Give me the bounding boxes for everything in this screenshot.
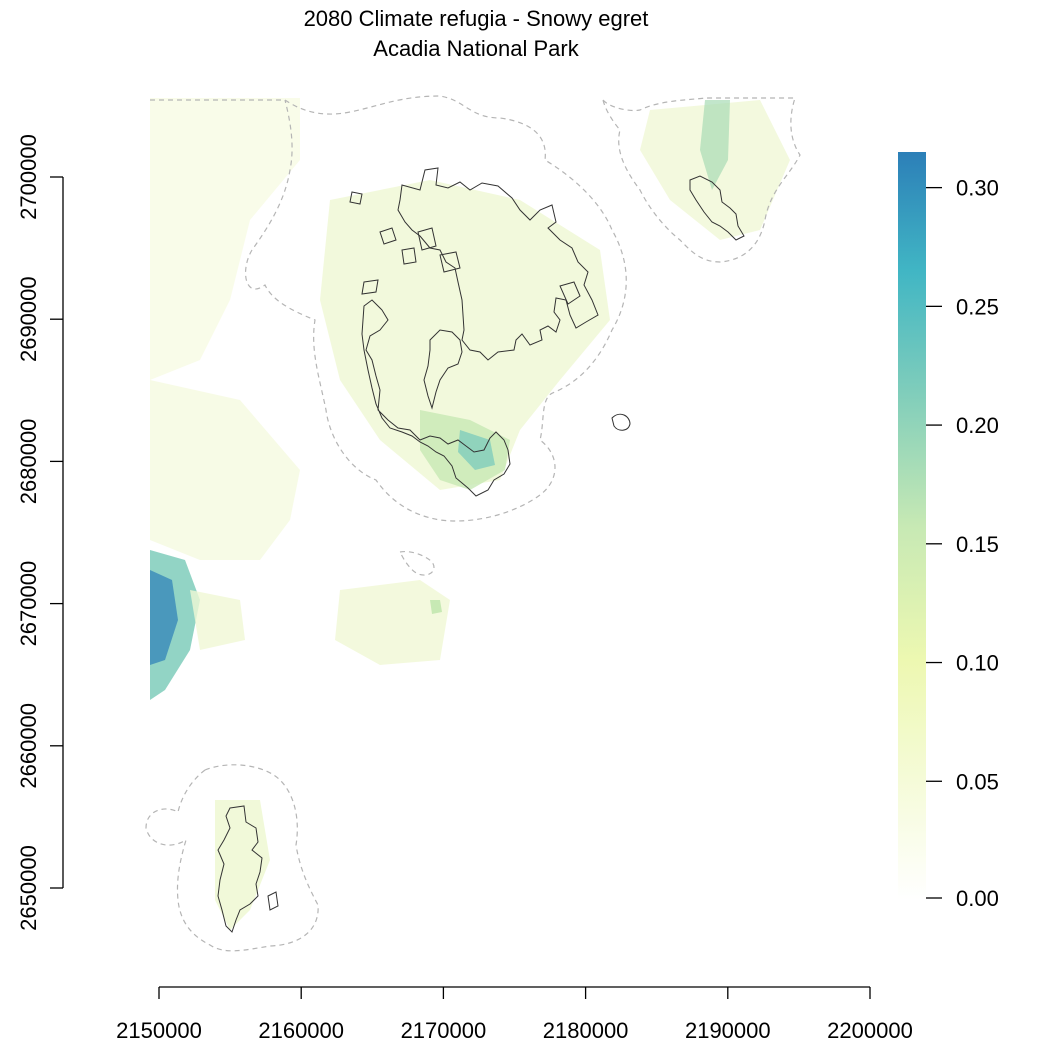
raster-patch-west-inland [190,590,245,650]
colorbar-tick-label: 0.15 [956,532,999,557]
park-parcel-7 [611,413,631,431]
y-tick-label: 2680000 [16,419,41,505]
colorbar-tick-label: 0.20 [956,413,999,438]
colorbar-tick-label: 0.00 [956,886,999,911]
legend-colorbar: 0.00 0.05 0.10 0.15 0.20 0.25 0.30 [898,152,999,911]
raster-patch-w [150,380,300,560]
park-parcel-1 [349,191,363,205]
y-axis: 2650000 2660000 2670000 2680000 2690000 27000… [16,134,64,931]
suitability-raster [150,98,790,930]
y-ticks: 2650000 2660000 2670000 2680000 2690000 27000… [16,134,63,931]
park-parcel-south [267,891,279,911]
buffer-main-island [150,95,627,522]
x-tick-label: 2150000 [116,1018,202,1043]
park-parcel-2 [379,227,397,245]
raster-patch-mid [335,580,450,665]
colorbar-ticks: 0.00 0.05 0.10 0.15 0.20 0.25 0.30 [926,176,999,911]
x-tick-label: 2160000 [258,1018,344,1043]
x-tick-label: 2180000 [543,1018,629,1043]
buffer-south-island [145,764,319,952]
raster-patch-nw [150,98,300,380]
x-tick-label: 2170000 [401,1018,487,1043]
park-boundary-main-west [361,299,511,497]
raster-patch-main-hot [458,430,495,470]
colorbar-tick-label: 0.30 [956,176,999,201]
buffer-boundaries [145,95,801,952]
y-tick-label: 2660000 [16,703,41,789]
title-line-1: 2080 Climate refugia - Snowy egret [304,6,649,31]
y-tick-label: 2690000 [16,276,41,362]
park-parcel-4 [439,251,461,273]
y-tick-label: 2650000 [16,845,41,931]
y-tick-label: 2670000 [16,561,41,647]
raster-patch-west-coast-hot [150,570,178,665]
park-parcel-3 [417,227,437,251]
x-tick-label: 2200000 [827,1018,913,1043]
park-boundary-main-inlet [423,329,463,410]
park-boundary-south [217,805,263,933]
x-axis: 2150000 2160000 2170000 2180000 2190000 22000… [116,986,913,1043]
park-boundary-ne [689,175,745,241]
park-parcel-6 [401,247,417,265]
colorbar-tick-label: 0.25 [956,294,999,319]
colorbar-gradient [898,152,926,900]
park-parcel-5 [361,279,379,295]
x-tick-label: 2190000 [685,1018,771,1043]
colorbar-tick-label: 0.10 [956,651,999,676]
x-ticks: 2150000 2160000 2170000 2180000 2190000 22000… [116,987,913,1043]
colorbar-tick-label: 0.05 [956,769,999,794]
raster-patch-main [320,180,610,490]
park-boundaries [217,167,745,933]
park-boundary-main [397,167,599,361]
y-tick-label: 2700000 [16,134,41,220]
buffer-small-island [399,550,435,576]
title-line-2: Acadia National Park [373,36,579,61]
raster-patch-mid-dot [430,600,442,614]
raster-patch-ne-hot [700,100,730,190]
park-parcel-8 [559,281,581,305]
